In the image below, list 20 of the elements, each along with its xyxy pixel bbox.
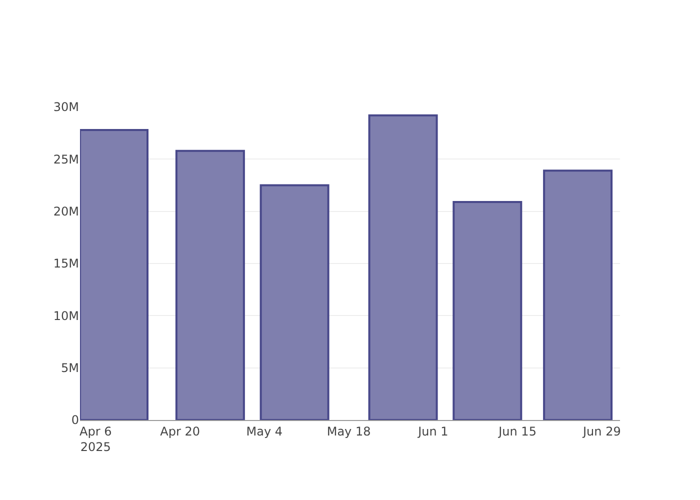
x-tick-label: Jun 29 [582,424,621,438]
bar [543,170,613,420]
x-tick-label: Jun 1 [417,424,448,438]
bar [260,184,330,420]
bar [452,200,522,420]
x-tick-label: Jun 15 [498,424,536,438]
y-tick-label: 10M [53,308,79,323]
y-tick-label: 5M [61,361,79,376]
bar [80,128,148,420]
bar [175,150,245,420]
x-tick-label: May 4 [246,424,283,438]
y-tick-label: 20M [53,204,79,219]
y-tick-label: 30M [53,100,79,114]
x-tick-label: Apr 6 2025 [80,424,112,454]
x-tick-label: Apr 20 [160,424,200,438]
y-tick-label: 15M [53,256,79,271]
y-tick-label: 25M [53,152,79,166]
x-tick-label: May 18 [326,424,371,438]
bar [368,114,438,420]
y-tick-label: 0 [71,413,79,428]
